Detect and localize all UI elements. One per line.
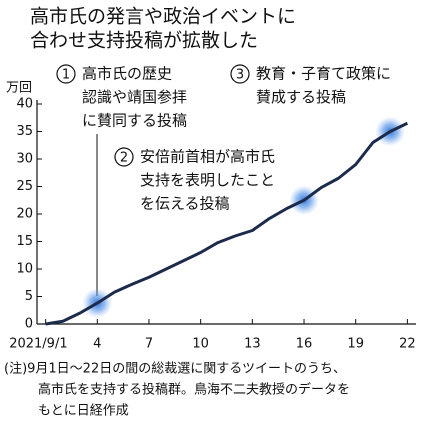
annotation-bg [80, 63, 174, 85]
x-tick-label: 13 [244, 337, 261, 352]
annotation-bg [138, 193, 232, 215]
note: もとに日経作成 [38, 404, 129, 419]
annotation-number: 3 [236, 68, 244, 83]
y-tick-label: 5 [25, 289, 33, 304]
annotation-marker [56, 64, 76, 84]
line [45, 121, 409, 326]
x-tick-label: 2021/9/1 [9, 337, 67, 352]
annotation-text: に賛同する投稿 [82, 112, 187, 130]
annotation-text: 賛成する投稿 [256, 88, 346, 106]
annotation-marker [114, 147, 134, 167]
y-unit: 万回 [6, 81, 32, 96]
x-tick-label: 19 [347, 337, 364, 352]
x-tick-label: 7 [145, 337, 153, 352]
annotation-text: 安倍前首相が高市氏 [140, 148, 275, 166]
annotation-number: 1 [62, 68, 70, 83]
x-tick-label: 4 [93, 337, 101, 352]
note: 高市氏を支持する投稿群。鳥海不二夫教授のデータを [38, 382, 350, 398]
annotation-text: を伝える投稿 [140, 195, 230, 213]
annotation-number: 2 [120, 151, 128, 166]
x-tick-label: 16 [296, 337, 313, 352]
y-tick-label: 10 [16, 262, 33, 277]
annotation-text: 支持を表明したこと [140, 171, 275, 189]
note: (注)9月1日～22日の間の総裁選に関するツイートのうち、 [4, 361, 346, 377]
x-tick-label: 10 [192, 337, 209, 352]
x-tick-label: 22 [399, 337, 416, 352]
annotation-text: 教育・子育て政策に [256, 65, 391, 83]
y-tick-label: 30 [16, 152, 33, 167]
y-tick-label: 0 [25, 317, 33, 332]
chart-title: 高市氏の発言や政治イベントに [30, 6, 296, 28]
y-tick-label: 15 [16, 234, 33, 249]
annotation-bg [80, 86, 189, 109]
annotation-bg [80, 110, 189, 132]
annotation-text: 高市氏の歴史 [82, 65, 172, 83]
annotation-bg [254, 63, 393, 85]
annotation-bg [138, 169, 277, 192]
y-tick-label: 20 [16, 207, 33, 222]
chart-title: 合わせ支持投稿が拡散した [30, 30, 258, 52]
annotation-bg [254, 86, 348, 109]
annotation-text: 認識や靖国参拝 [82, 88, 187, 106]
y-tick-label: 40 [16, 97, 33, 112]
annotation-marker [230, 64, 250, 84]
annotation-bg [138, 146, 277, 168]
y-tick-label: 25 [16, 179, 33, 194]
y-tick-label: 35 [16, 124, 33, 139]
